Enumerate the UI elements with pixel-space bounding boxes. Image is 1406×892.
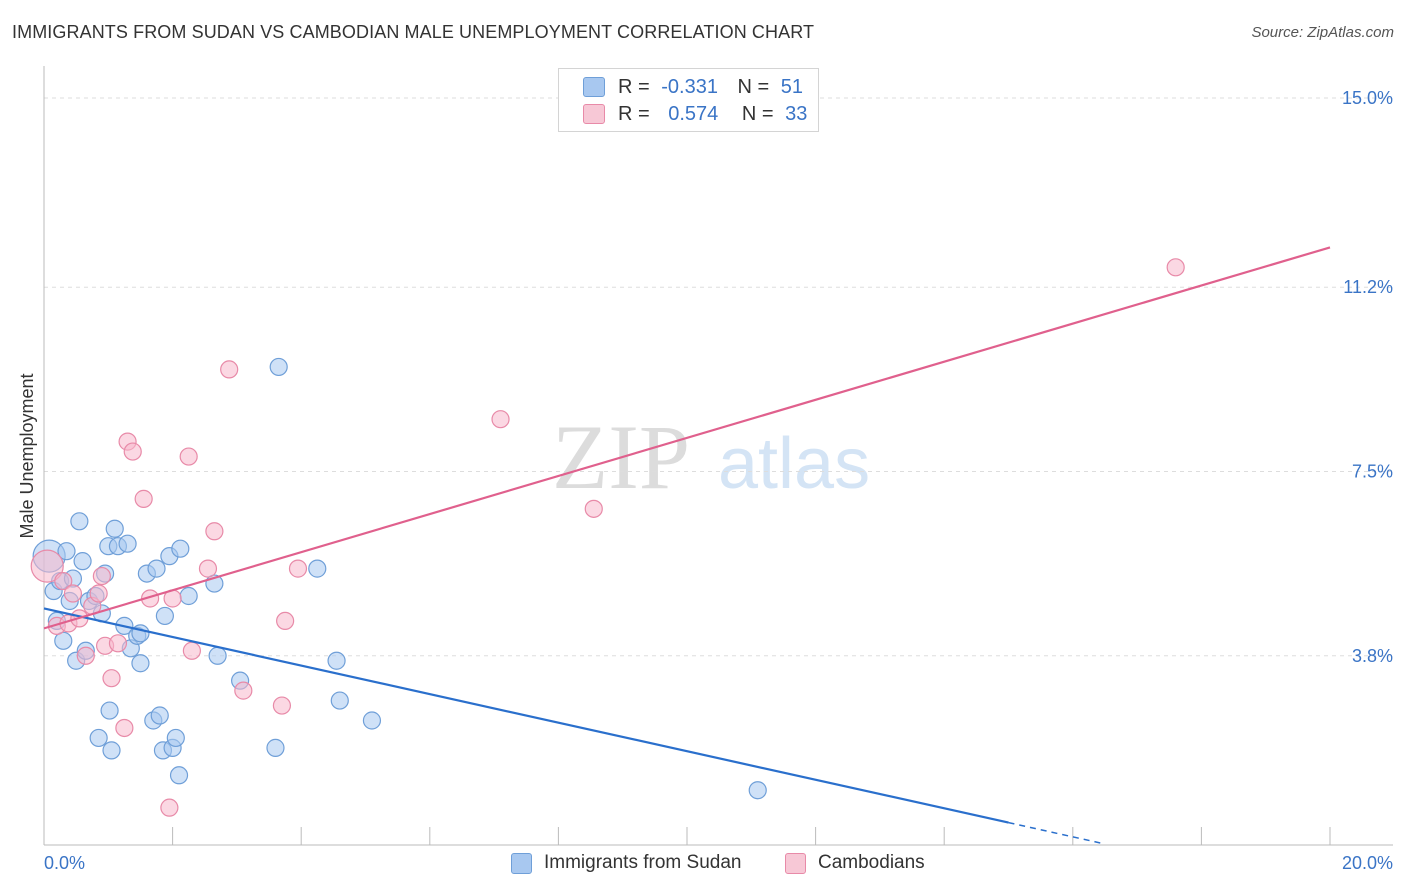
data-point (160, 798, 179, 817)
y-tick-label: 3.8% (1352, 646, 1393, 666)
data-point (155, 606, 174, 626)
data-point (150, 706, 169, 725)
y-tick-labels: 3.8% 7.5% 11.2% 15.0% (1342, 88, 1393, 666)
legend-n-label: N = (741, 102, 774, 125)
watermark-atlas: atlas (718, 424, 870, 504)
data-point (63, 584, 83, 603)
data-point (288, 559, 308, 578)
data-point (89, 728, 108, 748)
legend-r-value: 0.574 (668, 102, 719, 125)
legend-n-value: 51 (780, 75, 804, 98)
source-credit: Source: ZipAtlas.com (1251, 24, 1394, 41)
data-point (105, 519, 124, 538)
data-point (134, 489, 153, 508)
data-point (182, 641, 201, 660)
data-point (102, 741, 121, 760)
data-point (54, 631, 73, 650)
data-point (123, 442, 142, 461)
data-point (220, 360, 239, 379)
data-point (131, 624, 150, 643)
legend-swatch-sudan (511, 852, 532, 874)
data-point (100, 701, 119, 720)
chart-title: IMMIGRANTS FROM SUDAN VS CAMBODIAN MALE … (12, 22, 815, 42)
legend-n-value: 33 (785, 102, 808, 125)
trend-line-sudan-extension (1008, 821, 1106, 845)
y-tick-label: 7.5% (1352, 462, 1393, 482)
watermark: ZIP atlas (552, 406, 870, 508)
data-point (108, 634, 128, 653)
trend-line-sudan (43, 607, 1009, 824)
y-tick-label: 11.2% (1343, 277, 1393, 297)
data-point (147, 559, 166, 578)
data-point (30, 549, 64, 583)
legend-r-value: -0.331 (661, 75, 718, 98)
legend-label-cambodians: Cambodians (818, 852, 925, 873)
data-point (198, 559, 218, 578)
data-point (208, 646, 227, 665)
legend-swatch-pink (583, 104, 605, 124)
trend-line-cambodians (43, 246, 1331, 630)
correlation-legend: R = -0.331 N = 51 R = 0.574 N = 33 (558, 68, 819, 132)
trend-lines (43, 246, 1331, 845)
legend-r-label: R = (618, 75, 650, 98)
data-point (584, 499, 603, 518)
data-point (166, 728, 185, 748)
data-point (269, 357, 288, 377)
y-axis-label: Male Unemployment (17, 373, 37, 538)
data-point (70, 512, 89, 531)
data-point (491, 410, 510, 429)
data-point (205, 522, 224, 541)
data-point (92, 566, 111, 586)
data-point (234, 681, 253, 700)
data-point (57, 542, 76, 561)
grid (44, 97, 1393, 657)
data-point (1166, 258, 1185, 277)
legend-item-sudan: Immigrants from Sudan (511, 852, 741, 874)
legend-swatch-cambodians (785, 852, 806, 874)
legend-swatch-blue (583, 77, 605, 97)
axes (43, 66, 1393, 846)
data-point (748, 781, 767, 800)
data-point (102, 669, 121, 688)
data-point (179, 447, 198, 466)
data-point (327, 651, 346, 670)
data-point (169, 766, 189, 785)
data-point (308, 559, 327, 578)
legend-r-label: R = (618, 102, 650, 125)
data-point (330, 691, 349, 710)
data-point (362, 711, 382, 730)
data-point (54, 571, 73, 591)
data-point (179, 586, 198, 606)
data-point (115, 718, 134, 738)
data-point (272, 696, 292, 715)
legend-label-sudan: Immigrants from Sudan (544, 852, 742, 873)
data-point (118, 534, 137, 553)
data-point (266, 738, 285, 757)
x-tick-label-max: 20.0% (1342, 853, 1393, 873)
legend-n-label: N = (737, 75, 770, 98)
data-point (73, 552, 92, 571)
legend-item-cambodians: Cambodians (785, 852, 925, 874)
y-tick-label: 15.0% (1342, 88, 1393, 108)
data-point (171, 539, 190, 558)
data-point (76, 646, 95, 665)
series-sudan-points (32, 357, 767, 800)
series-cambodians-points (30, 258, 1185, 817)
data-point (276, 611, 295, 631)
x-tick-label-min: 0.0% (44, 853, 85, 873)
data-point (131, 654, 150, 673)
data-point (89, 584, 108, 603)
